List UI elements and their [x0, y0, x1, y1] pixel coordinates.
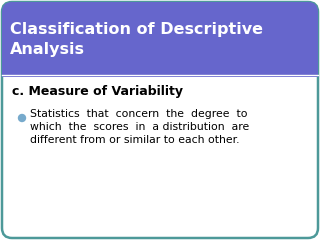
Text: which  the  scores  in  a distribution  are: which the scores in a distribution are — [30, 122, 249, 132]
FancyBboxPatch shape — [2, 2, 318, 238]
Text: different from or similar to each other.: different from or similar to each other. — [30, 135, 239, 145]
Text: c. Measure of Variability: c. Measure of Variability — [12, 85, 183, 98]
Circle shape — [19, 114, 26, 121]
Text: Statistics  that  concern  the  degree  to: Statistics that concern the degree to — [30, 109, 247, 119]
Bar — [2, 63, 318, 77]
Text: Analysis: Analysis — [10, 42, 85, 57]
FancyBboxPatch shape — [2, 2, 318, 77]
Text: Classification of Descriptive: Classification of Descriptive — [10, 22, 263, 37]
